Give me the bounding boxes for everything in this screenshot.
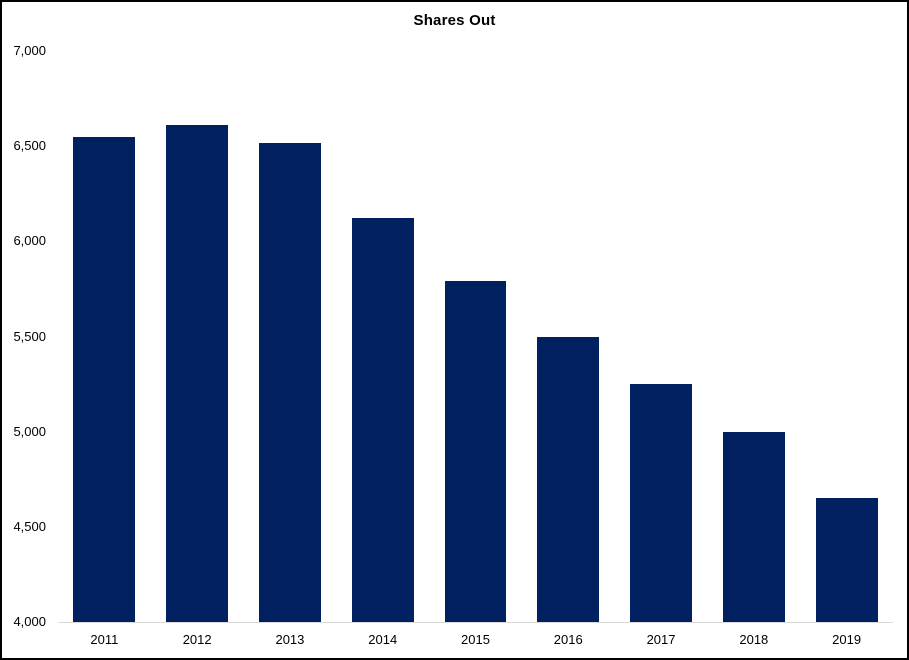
bar-2011 <box>73 136 136 622</box>
y-axis-tick-label: 6,500 <box>13 138 46 154</box>
x-axis-tick-label: 2014 <box>368 632 398 647</box>
bar-2017 <box>630 384 693 622</box>
chart-title: Shares Out <box>413 12 496 29</box>
x-axis-tick-label: 2013 <box>275 632 305 647</box>
y-axis-tick-label: 5,000 <box>13 423 46 439</box>
y-axis-tick-label: 5,500 <box>13 328 46 344</box>
bar-2019 <box>815 498 878 622</box>
y-axis-tick-label: 4,500 <box>13 518 46 534</box>
x-axis-tick-label: 2018 <box>739 632 769 647</box>
x-axis-tick-label: 2019 <box>832 632 862 647</box>
y-axis-tick-label: 7,000 <box>13 43 46 58</box>
bar-2014 <box>351 218 414 622</box>
x-axis-tick-label: 2017 <box>646 632 676 647</box>
x-axis-tick-label: 2012 <box>182 632 212 647</box>
x-axis-line <box>58 622 893 623</box>
y-axis-tick-label: 6,000 <box>13 233 46 249</box>
bar-2018 <box>722 431 785 622</box>
x-axis-tick-label: 2011 <box>90 632 119 647</box>
bar-2012 <box>166 125 229 622</box>
y-axis-tick-label: 4,000 <box>13 614 46 629</box>
x-axis-tick-label: 2015 <box>461 632 490 647</box>
bar-2016 <box>537 336 600 622</box>
bar-2015 <box>444 281 507 622</box>
x-axis-tick-label: 2016 <box>553 632 583 647</box>
bar-2013 <box>258 143 321 622</box>
